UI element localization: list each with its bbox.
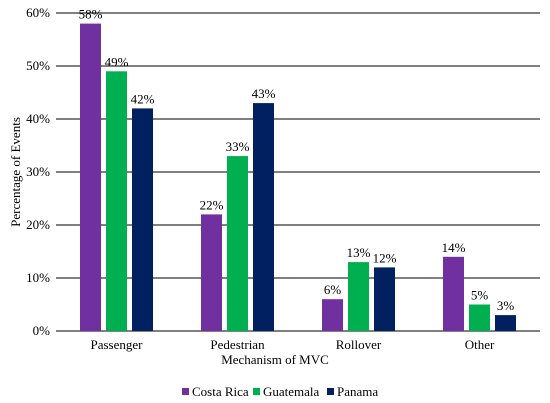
bar: [374, 267, 395, 331]
bar: [80, 23, 101, 331]
bar: [348, 262, 369, 331]
bars: [80, 23, 516, 332]
y-tick-label: 0%: [33, 323, 51, 338]
bar: [495, 315, 516, 331]
bar-data-label: 33%: [226, 139, 250, 154]
bar: [469, 304, 490, 331]
legend-label: Panama: [337, 384, 378, 399]
bar: [132, 108, 153, 332]
x-axis-ticks: Passenger Pedestrian Rollover Other: [91, 337, 495, 352]
bar-data-label: 42%: [131, 91, 155, 106]
bar-data-label: 6%: [324, 282, 342, 297]
bar: [201, 214, 222, 331]
legend-label: Costa Rica: [192, 384, 249, 399]
bar-data-label: 5%: [471, 288, 489, 303]
x-tick-label: Passenger: [91, 337, 144, 352]
bar: [227, 156, 248, 331]
bar-data-label: 22%: [200, 197, 224, 212]
legend-swatch: [253, 388, 260, 395]
y-axis-title: Percentage of Events: [8, 117, 23, 227]
y-tick-label: 20%: [26, 217, 50, 232]
y-tick-label: 10%: [26, 270, 50, 285]
bar: [322, 299, 343, 331]
x-tick-label: Other: [465, 337, 495, 352]
x-tick-label: Pedestrian: [210, 337, 265, 352]
bar: [106, 71, 127, 332]
bar: [443, 256, 464, 331]
y-tick-label: 50%: [26, 58, 50, 73]
x-tick-label: Rollover: [336, 337, 382, 352]
bar-data-label: 14%: [442, 240, 466, 255]
y-tick-label: 30%: [26, 164, 50, 179]
y-tick-label: 60%: [26, 5, 50, 20]
bar: [253, 103, 274, 331]
legend-swatch: [327, 388, 334, 395]
bar-data-label: 43%: [252, 86, 276, 101]
y-axis-ticks: 0% 10% 20% 30% 40% 50% 60%: [26, 5, 50, 338]
bar-data-labels: 58% 49% 42% 22% 33% 43% 6% 13% 12% 14% 5% 3%: [79, 7, 515, 314]
bar-data-label: 3%: [497, 298, 515, 313]
y-tick-label: 40%: [26, 111, 50, 126]
bar-data-label: 12%: [373, 250, 397, 265]
x-axis-title: Mechanism of MVC: [221, 352, 329, 367]
bar-data-label: 49%: [105, 54, 129, 69]
legend-swatch: [182, 388, 189, 395]
gridlines: [56, 12, 540, 332]
bar-data-label: 58%: [79, 7, 103, 22]
legend-label: Guatemala: [263, 384, 320, 399]
legend: Costa Rica Guatemala Panama: [182, 384, 378, 399]
bar-data-label: 13%: [347, 245, 371, 260]
